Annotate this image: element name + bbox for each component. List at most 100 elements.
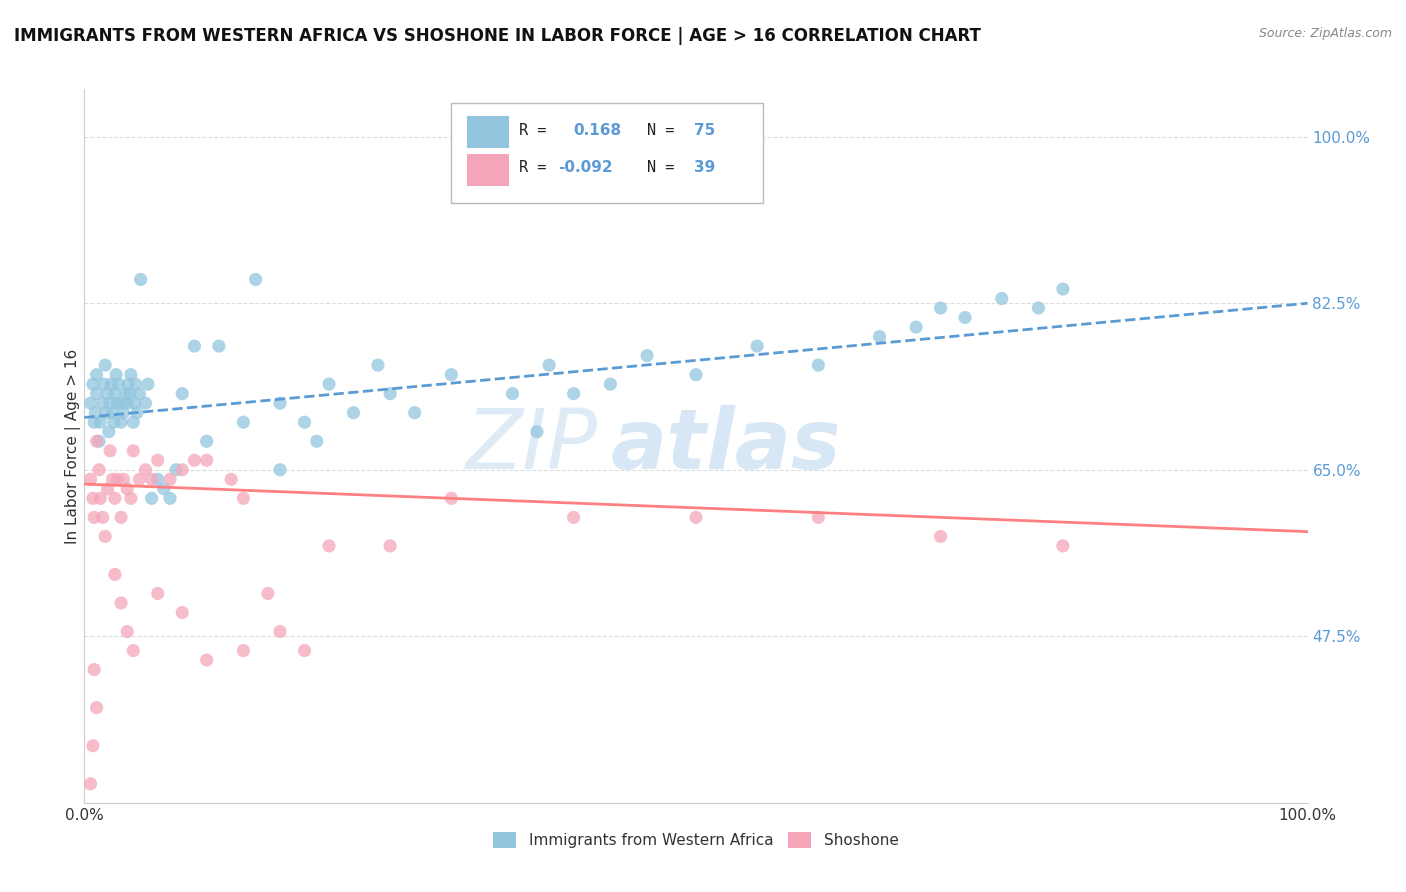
Point bbox=[305, 434, 328, 449]
Text: Source: ZipAtlas.com: Source: ZipAtlas.com bbox=[1258, 27, 1392, 40]
Point bbox=[115, 396, 138, 410]
Point bbox=[115, 386, 138, 401]
Point bbox=[94, 358, 117, 372]
Point bbox=[91, 510, 114, 524]
Y-axis label: In Labor Force | Age > 16: In Labor Force | Age > 16 bbox=[65, 349, 82, 543]
Point bbox=[112, 472, 135, 486]
Point bbox=[146, 453, 169, 467]
Point bbox=[83, 415, 105, 429]
Point bbox=[79, 777, 101, 791]
Point bbox=[86, 368, 108, 382]
Point bbox=[86, 700, 108, 714]
Point bbox=[367, 358, 389, 372]
Text: R =: R = bbox=[519, 161, 555, 175]
Point bbox=[1028, 301, 1050, 315]
Point bbox=[100, 377, 122, 392]
Point bbox=[94, 529, 117, 543]
Point bbox=[869, 329, 891, 343]
Point bbox=[105, 472, 128, 486]
Text: -0.092: -0.092 bbox=[558, 161, 613, 175]
Point bbox=[232, 415, 254, 429]
Point bbox=[562, 386, 585, 401]
Point bbox=[342, 406, 364, 420]
Point bbox=[165, 463, 187, 477]
Point bbox=[98, 396, 121, 410]
Point bbox=[183, 453, 205, 467]
Point bbox=[195, 434, 218, 449]
Point bbox=[685, 510, 707, 524]
Point bbox=[1052, 539, 1074, 553]
Point bbox=[318, 539, 340, 553]
Point bbox=[136, 377, 159, 392]
Point bbox=[120, 491, 142, 506]
Point bbox=[120, 368, 142, 382]
Point bbox=[380, 386, 402, 401]
Point bbox=[128, 472, 150, 486]
Point bbox=[87, 434, 110, 449]
Point bbox=[905, 320, 928, 334]
Point bbox=[232, 491, 254, 506]
Point bbox=[115, 482, 138, 496]
Point bbox=[562, 510, 585, 524]
Point bbox=[269, 624, 291, 639]
Point bbox=[82, 739, 104, 753]
Point bbox=[440, 368, 463, 382]
Point bbox=[124, 396, 146, 410]
Point bbox=[159, 491, 181, 506]
Point bbox=[107, 377, 129, 392]
Point bbox=[82, 377, 104, 392]
Point bbox=[122, 443, 145, 458]
Point bbox=[440, 491, 463, 506]
Point bbox=[128, 386, 150, 401]
Point bbox=[526, 425, 548, 439]
Point bbox=[153, 482, 176, 496]
Point bbox=[86, 386, 108, 401]
Text: ZIP: ZIP bbox=[467, 406, 598, 486]
Point bbox=[807, 358, 830, 372]
Point bbox=[129, 272, 152, 286]
Point bbox=[105, 396, 128, 410]
Point bbox=[79, 472, 101, 486]
Point bbox=[97, 386, 120, 401]
Point bbox=[82, 491, 104, 506]
Text: IMMIGRANTS FROM WESTERN AFRICA VS SHOSHONE IN LABOR FORCE | AGE > 16 CORRELATION: IMMIGRANTS FROM WESTERN AFRICA VS SHOSHO… bbox=[14, 27, 981, 45]
Point bbox=[101, 472, 124, 486]
Point bbox=[208, 339, 231, 353]
Point bbox=[83, 663, 105, 677]
Point bbox=[104, 567, 127, 582]
Point bbox=[172, 386, 194, 401]
Point bbox=[294, 415, 316, 429]
Point bbox=[115, 624, 138, 639]
Point bbox=[118, 386, 141, 401]
Point bbox=[97, 482, 120, 496]
Point bbox=[747, 339, 769, 353]
Point bbox=[79, 396, 101, 410]
Point bbox=[110, 596, 132, 610]
Point bbox=[125, 377, 148, 392]
Point bbox=[93, 377, 115, 392]
Point bbox=[219, 472, 242, 486]
Point bbox=[87, 463, 110, 477]
Point bbox=[318, 377, 340, 392]
Text: 0.168: 0.168 bbox=[574, 123, 621, 138]
Point bbox=[104, 491, 127, 506]
Point bbox=[159, 472, 181, 486]
Point bbox=[141, 491, 163, 506]
Point bbox=[1052, 282, 1074, 296]
Point bbox=[103, 415, 125, 429]
Point bbox=[929, 529, 952, 543]
Point bbox=[105, 368, 128, 382]
Point bbox=[294, 643, 316, 657]
Point bbox=[929, 301, 952, 315]
Point bbox=[172, 463, 194, 477]
Point bbox=[953, 310, 976, 325]
FancyBboxPatch shape bbox=[451, 103, 763, 203]
Point bbox=[89, 491, 111, 506]
Point bbox=[112, 406, 135, 420]
Point bbox=[195, 453, 218, 467]
Point bbox=[502, 386, 524, 401]
Point bbox=[96, 406, 118, 420]
Point bbox=[104, 386, 127, 401]
Text: R =: R = bbox=[519, 123, 564, 138]
Text: atlas: atlas bbox=[610, 406, 841, 486]
